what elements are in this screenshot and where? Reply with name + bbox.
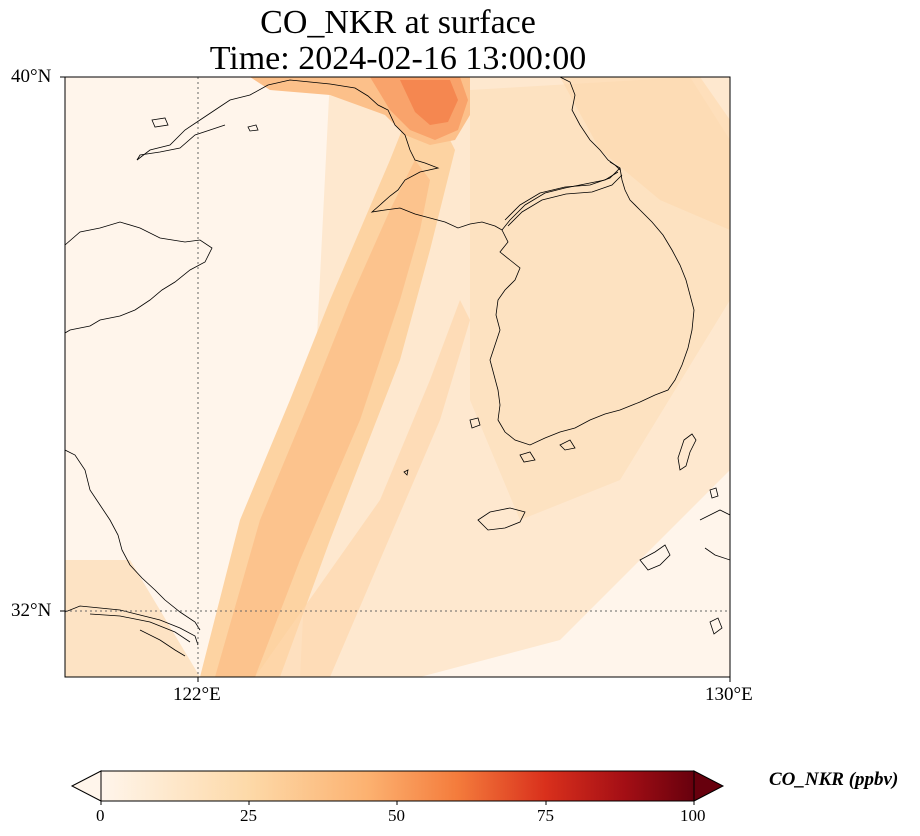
colorbar-tick-label: 75 xyxy=(537,806,554,825)
chart-subtitle-time: Time: 2024-02-16 13:00:00 xyxy=(209,40,587,77)
concentration-field-ne xyxy=(560,77,730,230)
colorbar-tick-label: 50 xyxy=(388,806,405,825)
colorbar-tick-label: 25 xyxy=(240,806,257,825)
colorbar-extend-max xyxy=(693,770,725,802)
colorbar-gradient xyxy=(101,771,694,801)
lat-tick-label: 40°N xyxy=(11,66,52,87)
coastlines xyxy=(65,77,730,657)
colorbar-extend-min xyxy=(70,770,102,802)
lon-tick-label: 130°E xyxy=(705,684,753,705)
plume-secondary xyxy=(255,300,470,677)
gridlines xyxy=(65,77,730,677)
lon-tick-label: 122°E xyxy=(173,684,221,705)
plume-core xyxy=(215,160,430,677)
map-frame xyxy=(64,76,731,678)
concentration-map xyxy=(60,76,731,682)
colorbar-label: CO_NKR (ppbv) xyxy=(769,769,899,790)
chart-title: CO_NKR at surface xyxy=(260,4,536,41)
colorbar-tick-label: 100 xyxy=(680,806,706,825)
lat-tick-label: 32°N xyxy=(11,600,52,621)
hotspot-north-core xyxy=(400,80,458,125)
colorbar-tick-label: 0 xyxy=(96,806,105,825)
